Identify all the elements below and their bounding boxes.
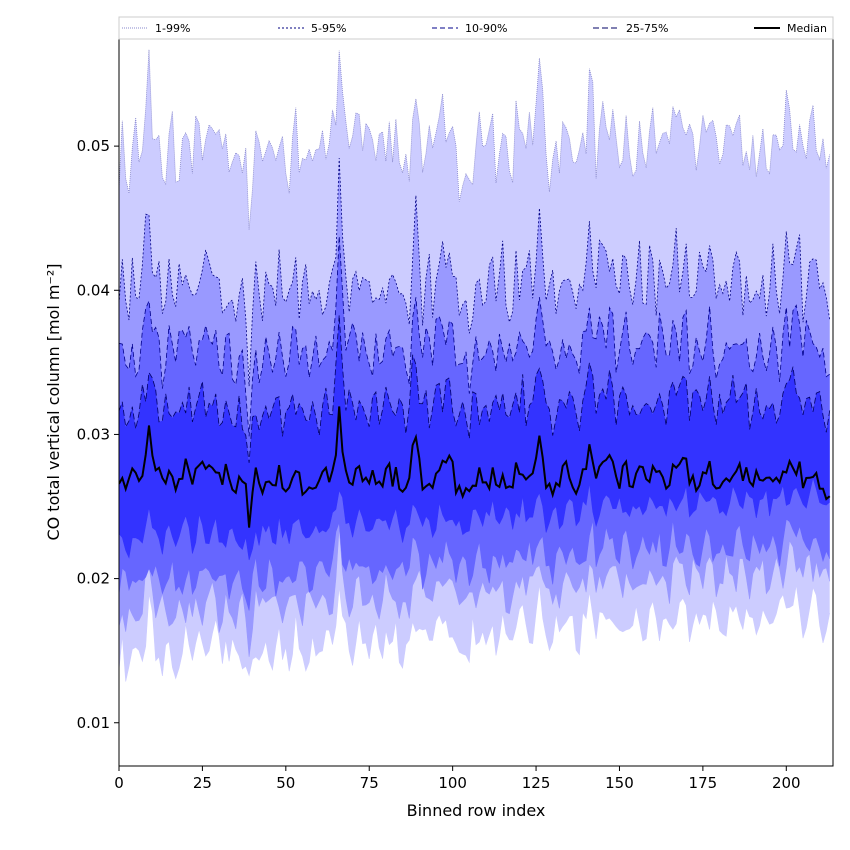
band-10-90%-upper-line: [119, 236, 830, 437]
y-tick-label: 0.03: [77, 425, 110, 443]
x-tick-label: 100: [438, 774, 467, 792]
x-tick-label: 25: [193, 774, 212, 792]
y-tick-label: 0.01: [77, 714, 110, 732]
x-tick-label: 150: [605, 774, 634, 792]
x-tick-label: 0: [114, 774, 124, 792]
band-5-95%-lower-line: [119, 527, 830, 657]
x-ticks: 0 25 50 75 100 125 150 175 200: [114, 766, 801, 792]
legend-label-25-75%: 25-75%: [626, 22, 668, 35]
x-axis-label: Binned row index: [407, 801, 546, 820]
median-line: [119, 406, 831, 528]
band-10-90%-lower-line: [119, 518, 830, 611]
percentile-bands: [119, 49, 831, 682]
x-tick-label: 200: [772, 774, 801, 792]
band-25-75%-upper-line: [119, 315, 831, 463]
band-1-99%-lower-line: [119, 584, 830, 682]
x-tick-label: 50: [276, 774, 295, 792]
y-tick-label: 0.04: [77, 281, 110, 299]
legend-label-1-99%: 1-99%: [155, 22, 190, 35]
y-tick-label: 0.05: [77, 137, 110, 155]
y-ticks: 0.01 0.02 0.03 0.04 0.05: [77, 137, 119, 732]
x-tick-label: 75: [360, 774, 379, 792]
x-tick-label: 125: [522, 774, 551, 792]
band-1-99%-upper-line: [119, 49, 831, 230]
legend-label-Median: Median: [787, 22, 827, 35]
y-axis-label: CO total vertical column [mol m⁻²]: [44, 263, 63, 540]
legend-label-10-90%: 10-90%: [465, 22, 507, 35]
y-tick-label: 0.02: [77, 570, 110, 588]
legend: 1-99% 5-95% 10-90% 25-75% Median: [118, 16, 834, 40]
legend-box: [118, 16, 834, 40]
band-25-75%-fill: [119, 315, 830, 560]
band-5-95%-upper-line: [119, 157, 831, 387]
band-25-75%-lower-line: [119, 477, 830, 561]
x-tick-label: 175: [689, 774, 718, 792]
legend-label-5-95%: 5-95%: [311, 22, 346, 35]
